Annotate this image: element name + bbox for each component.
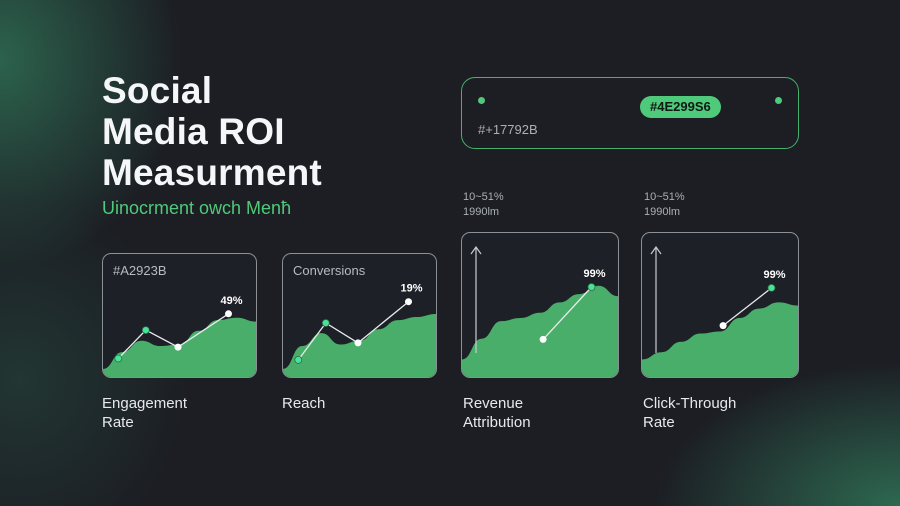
data-point [354, 339, 362, 347]
data-point [767, 284, 776, 292]
status-dot-left [478, 97, 485, 104]
axis-arrowhead [470, 245, 482, 255]
data-point [587, 283, 596, 291]
area-fill [642, 302, 798, 377]
metric-label-reach: Reach [282, 394, 325, 413]
title-line-3: Measurment [102, 152, 322, 193]
value-label: 19% [401, 283, 423, 295]
card-chart: 99% [462, 245, 618, 377]
metric-card-reach[interactable]: Conversions 19% [282, 253, 437, 378]
data-point [719, 322, 727, 330]
card-label: #A2923B [113, 263, 167, 278]
range-line-1: 10~51% [644, 191, 685, 203]
metric-label-line: Engagement [102, 395, 188, 412]
data-point [405, 298, 412, 306]
series-line [297, 301, 409, 361]
page-title: Social Media ROI Measurment [102, 70, 322, 193]
range-line-2: 1990lm [644, 206, 681, 218]
data-point [174, 343, 182, 351]
metric-label-ctr: Click-Through Rate [643, 394, 736, 432]
metric-card-revenue[interactable]: 99% [461, 232, 619, 378]
series-line [542, 286, 592, 340]
value-label: 99% [584, 268, 606, 280]
metric-label-line: Reach [282, 395, 326, 412]
series-line [722, 287, 772, 327]
color-pill[interactable]: #4E299S6 [640, 96, 721, 118]
range-line-2: 1990lm [463, 206, 500, 218]
card-chart: 99% [642, 245, 798, 377]
axis-arrowhead [650, 245, 662, 255]
value-label: 49% [221, 295, 243, 307]
subtitle: Uinocrment owch Menћ [102, 198, 292, 218]
metric-card-ctr[interactable]: 99% [641, 232, 799, 378]
metric-label-line: Rate [643, 414, 675, 431]
data-point [321, 319, 330, 327]
area-fill [462, 285, 618, 377]
metric-card-engagement[interactable]: #A2923B 49% [102, 253, 257, 378]
card-chart: 49% [103, 295, 256, 377]
data-point [539, 335, 547, 343]
metric-label-line: Revenue [463, 395, 524, 412]
metric-label-engagement: Engagement Rate [102, 394, 187, 432]
hex-label: #+17792B [478, 122, 538, 137]
metric-label-line: Attribution [463, 414, 531, 431]
data-point [294, 356, 303, 364]
range-label-ctr: 10~51% 1990lm [644, 190, 685, 220]
data-point [114, 354, 123, 363]
title-line-2: Media ROI [102, 111, 285, 152]
range-label-revenue: 10~51% 1990lm [463, 190, 504, 220]
metric-label-line: Rate [102, 414, 134, 431]
status-dot-right [775, 97, 782, 104]
card-label: Conversions [293, 263, 366, 278]
metric-label-line: Click-Through [643, 395, 737, 412]
value-label: 99% [764, 269, 786, 281]
data-point [141, 326, 150, 334]
card-chart: 19% [283, 283, 436, 377]
range-line-1: 10~51% [463, 191, 504, 203]
header-panel: #4E299S6 #+17792B [461, 77, 799, 149]
series-line [117, 313, 229, 359]
metric-label-revenue: Revenue Attribution [463, 394, 531, 432]
data-point [225, 310, 232, 318]
title-line-1: Social [102, 70, 213, 111]
